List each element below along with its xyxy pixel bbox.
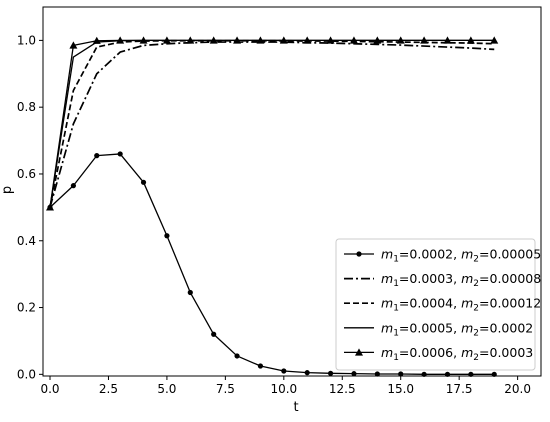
- x-tick-label: 17.5: [446, 382, 473, 396]
- x-tick-label: 2.5: [99, 382, 118, 396]
- legend-m2-value: =0.00008: [479, 271, 541, 286]
- legend-m2-value: =0.00012: [479, 296, 541, 311]
- series-5-point: [233, 36, 242, 44]
- x-tick-label: 10.0: [270, 382, 297, 396]
- series-2-line: [49, 41, 495, 208]
- legend-m1-symbol: m: [381, 247, 393, 262]
- y-tick-label: 0.4: [17, 234, 36, 248]
- series-1-point: [140, 179, 147, 185]
- legend-5-marker: [355, 348, 363, 356]
- legend-m2-symbol: m: [461, 296, 473, 311]
- plot-frame: [42, 6, 542, 377]
- y-tick-label: 0.0: [17, 367, 36, 381]
- legend-m2-subscript: 2: [473, 328, 479, 338]
- series-1-point: [351, 371, 357, 377]
- series-1-point: [187, 289, 193, 296]
- series-1-point: [117, 151, 123, 157]
- y-tick-label: 0.2: [17, 301, 36, 315]
- series-5-point: [279, 36, 288, 44]
- series-5-point: [490, 36, 499, 44]
- legend-m1-value: =0.0005,: [399, 320, 461, 335]
- legend-m2-symbol: m: [461, 271, 473, 286]
- legend-m2-symbol: m: [461, 247, 473, 262]
- series-5-point: [69, 41, 78, 49]
- series-1-point: [234, 353, 240, 359]
- series-5-point: [466, 36, 475, 44]
- legend-m2-subscript: 2: [473, 304, 479, 314]
- legend-1-marker: [356, 251, 362, 257]
- legend-3-label: m1=0.0004, m2=0.00012: [381, 296, 541, 314]
- x-tick-label: 20.0: [504, 382, 531, 396]
- x-tick-label: 12.5: [329, 382, 356, 396]
- series-5-point: [209, 36, 218, 44]
- axes-layer: 0.0 2.5 5.0 7.5 10.0 12.5 15.0 17.5 20.0 0.0 0.2 0.…: [17, 6, 542, 396]
- series-1-point: [70, 183, 76, 189]
- series-1-point: [281, 368, 287, 374]
- series-1-point: [94, 153, 100, 159]
- legend-m1-symbol: m: [381, 296, 393, 311]
- legend-m1-value: =0.0003,: [399, 271, 461, 286]
- legend-m1-symbol: m: [381, 345, 393, 360]
- legend-box: [335, 238, 536, 371]
- series-1-point: [257, 363, 264, 369]
- legend-m1-value: =0.0004,: [399, 296, 461, 311]
- series-5-point: [396, 36, 405, 44]
- legend-4-label: m1=0.0005, m2=0.0002: [381, 320, 533, 338]
- legend-m2-value: =0.00005: [479, 247, 541, 262]
- series-1-line: [49, 153, 495, 375]
- legend-m1-value: =0.0002,: [399, 247, 461, 262]
- legend-m2-symbol: m: [461, 345, 473, 360]
- series-5-point: [162, 36, 171, 44]
- legend-m1-subscript: 1: [393, 328, 399, 338]
- y-tick-label: 0.8: [17, 100, 36, 114]
- legend-m1-symbol: m: [381, 320, 393, 335]
- series-5-point: [373, 36, 382, 44]
- series-1-point: [211, 331, 217, 337]
- legend-2-label: m1=0.0003, m2=0.00008: [381, 271, 541, 289]
- series-5-point: [186, 36, 195, 44]
- series-5-point: [256, 36, 265, 44]
- y-axis-label: p: [0, 186, 15, 194]
- series-5-point: [420, 36, 429, 44]
- series-5-point: [92, 36, 101, 44]
- series-5-line: [49, 39, 495, 208]
- y-tick-label: 1.0: [17, 33, 36, 47]
- legend-1-label: m1=0.0002, m2=0.00005: [381, 247, 541, 265]
- legend-m2-value: =0.0003: [479, 345, 533, 360]
- legend-m1-subscript: 1: [393, 304, 399, 314]
- legend-m2-subscript: 2: [473, 279, 479, 289]
- series-5-point: [116, 36, 125, 44]
- legend-m1-symbol: m: [381, 271, 393, 286]
- series-5-point: [303, 36, 312, 44]
- series-1-point: [374, 371, 380, 377]
- legend-5-label: m1=0.0006, m2=0.0003: [381, 345, 533, 363]
- series-5-point: [443, 36, 452, 44]
- series-5-point: [46, 203, 55, 211]
- series-1-point: [398, 371, 404, 377]
- x-axis-label: t: [293, 400, 298, 415]
- series-5-point: [139, 36, 148, 44]
- y-tick-label: 0.6: [17, 167, 36, 181]
- legend-m2-value: =0.0002: [479, 320, 533, 335]
- series-5-point: [326, 36, 335, 44]
- legend-m1-subscript: 1: [393, 255, 399, 265]
- legend-m1-subscript: 1: [393, 353, 399, 363]
- x-tick-label: 0.0: [40, 382, 59, 396]
- series-5-point: [349, 36, 358, 44]
- series-layer: [46, 36, 499, 377]
- legend-m1-subscript: 1: [393, 279, 399, 289]
- series-1-point: [304, 370, 310, 376]
- x-tick-label: 15.0: [387, 382, 414, 396]
- legend-m2-symbol: m: [461, 320, 473, 335]
- series-1-point: [164, 233, 170, 239]
- legend-m1-value: =0.0006,: [399, 345, 461, 360]
- series-1-point: [327, 370, 334, 376]
- x-tick-label: 5.0: [157, 382, 176, 396]
- legend-m2-subscript: 2: [473, 255, 479, 265]
- x-tick-label: 7.5: [216, 382, 235, 396]
- legend-m2-subscript: 2: [473, 353, 479, 363]
